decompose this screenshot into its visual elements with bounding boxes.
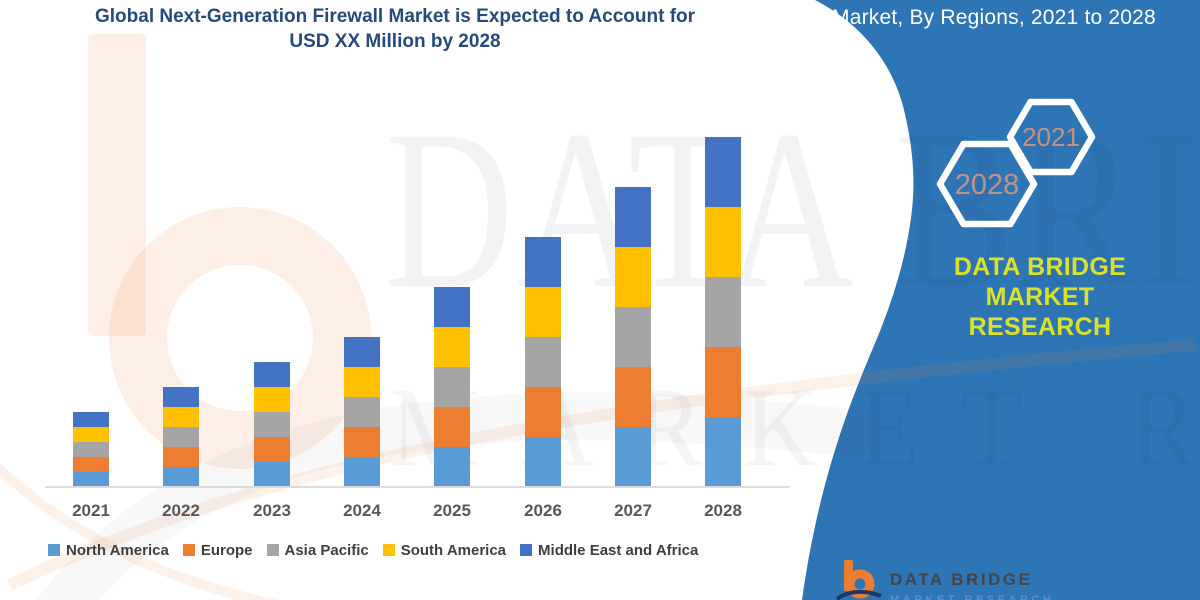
legend-label-asia-pacific: Asia Pacific: [284, 541, 369, 559]
x-tick-label-2028: 2028: [704, 501, 742, 520]
bar-2022: [163, 387, 199, 487]
legend-item-middle-east-and-africa: Middle East and Africa: [520, 542, 698, 559]
bar-segment-2022-north-america: [163, 467, 199, 487]
page-title: Global Next-Generation Firewall Market i…: [10, 4, 780, 54]
legend-label-north-america: North America: [66, 541, 169, 559]
legend-item-south-america: South America: [382, 541, 507, 559]
bar-segment-2022-europe: [163, 447, 199, 467]
bar-segment-2021-asia-pacific: [73, 442, 109, 457]
bar-segment-2023-europe: [254, 437, 290, 462]
bar-segment-2022-south-america: [163, 407, 199, 427]
bar-segment-2025-north-america: [434, 447, 470, 487]
bar-segment-2026-north-america: [525, 437, 561, 487]
x-tick-label-2023: 2023: [253, 501, 291, 520]
bar-segment-2028-europe: [705, 347, 741, 417]
x-tick-label-2021: 2021: [72, 501, 110, 520]
legend-marker-south-america-icon: [382, 544, 395, 556]
bar-2028: [705, 137, 741, 487]
legend-item-north-america: North America: [48, 542, 169, 559]
bar-segment-2023-asia-pacific: [254, 412, 290, 437]
bar-2021: [73, 412, 109, 487]
page-title-line2: USD XX Million by 2028: [289, 31, 501, 52]
x-tick-label-2025: 2025: [433, 501, 471, 520]
legend-label-south-america: South America: [400, 541, 507, 559]
bar-segment-2025-middle-east-and-africa: [434, 287, 470, 327]
bar-segment-2026-middle-east-and-africa: [525, 237, 561, 287]
bar-segment-2027-south-america: [615, 247, 651, 307]
legend-item-asia-pacific: Asia Pacific: [266, 541, 369, 559]
legend-marker-middle-east-and-africa-icon: [520, 544, 533, 556]
bar-segment-2027-europe: [615, 367, 651, 427]
bar-2025: [434, 287, 470, 487]
bar-2023: [254, 362, 290, 487]
x-tick-label-2026: 2026: [524, 501, 562, 520]
bar-segment-2022-asia-pacific: [163, 427, 199, 447]
bar-segment-2027-north-america: [615, 427, 651, 487]
bar-segment-2027-middle-east-and-africa: [615, 187, 651, 247]
bar-segment-2022-middle-east-and-africa: [163, 387, 199, 407]
x-tick-label-2024: 2024: [343, 501, 381, 520]
bar-segment-2025-asia-pacific: [434, 367, 470, 407]
bar-segment-2027-asia-pacific: [615, 307, 651, 367]
bar-2027: [615, 187, 651, 487]
page-title-line1: Global Next-Generation Firewall Market i…: [94, 6, 696, 27]
bar-segment-2023-north-america: [254, 462, 290, 487]
bar-segment-2028-asia-pacific: [705, 277, 741, 347]
legend-label-europe: Europe: [200, 541, 253, 559]
bar-segment-2025-europe: [434, 407, 470, 447]
bar-segment-2026-europe: [525, 387, 561, 437]
bar-segment-2028-middle-east-and-africa: [705, 137, 741, 207]
bar-segment-2024-europe: [344, 427, 380, 457]
legend-item-europe: Europe: [182, 541, 253, 559]
bar-segment-2025-south-america: [434, 327, 470, 367]
bar-segment-2026-asia-pacific: [525, 337, 561, 387]
sidebar-background: [802, 0, 1200, 600]
bar-segment-2021-europe: [73, 457, 109, 472]
bar-segment-2021-south-america: [73, 427, 109, 442]
bar-segment-2024-north-america: [344, 457, 380, 487]
bar-2024: [344, 337, 380, 487]
legend-label-middle-east-and-africa: Middle East and Africa: [538, 541, 699, 559]
bar-segment-2026-south-america: [525, 287, 561, 337]
bar-segment-2023-middle-east-and-africa: [254, 362, 290, 387]
bar-segment-2028-north-america: [705, 417, 741, 487]
x-axis-line: [45, 486, 790, 488]
x-tick-label-2027: 2027: [614, 501, 652, 520]
chart-legend: North America Europe Asia Pacific South Ame…: [48, 540, 773, 560]
x-tick-label-2022: 2022: [162, 501, 200, 520]
bar-segment-2024-south-america: [344, 367, 380, 397]
legend-marker-north-america-icon: [48, 544, 60, 556]
bar-segment-2021-north-america: [73, 472, 109, 487]
legend-marker-europe-icon: [182, 544, 195, 556]
legend-marker-asia-pacific-icon: [266, 544, 279, 556]
bar-segment-2021-middle-east-and-africa: [73, 412, 109, 427]
bar-segment-2028-south-america: [705, 207, 741, 277]
bar-segment-2024-middle-east-and-africa: [344, 337, 380, 367]
bar-segment-2023-south-america: [254, 387, 290, 412]
bar-segment-2024-asia-pacific: [344, 397, 380, 427]
bar-2026: [525, 237, 561, 487]
